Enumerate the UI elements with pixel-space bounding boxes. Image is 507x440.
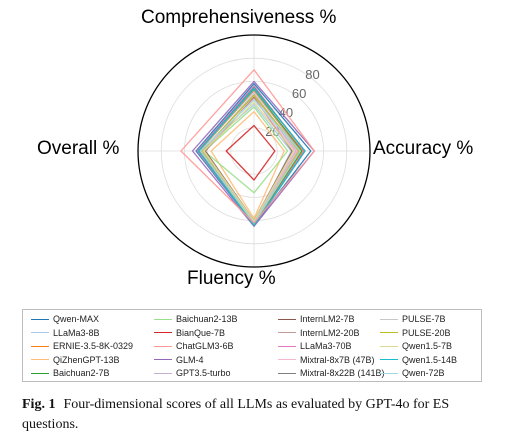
legend-label: Mixtral-8x22B (141B) <box>300 368 385 378</box>
legend-swatch <box>31 332 49 333</box>
axis-title-accuracy: Accuracy % <box>373 138 474 159</box>
legend-label: BianQue-7B <box>176 327 226 338</box>
legend-label: ChatGLM3-6B <box>176 341 234 351</box>
legend-swatch <box>154 318 172 320</box>
legend-swatch <box>154 359 172 360</box>
legend-item: InternLM2-7B <box>278 313 355 325</box>
legend-label: InternLM2-20B <box>300 327 360 338</box>
legend-label: Qwen-MAX <box>53 314 100 324</box>
legend-item: GPT3.5-turbo <box>154 367 231 379</box>
series-line-qizhengpt-13b <box>210 110 285 219</box>
legend-item: Qwen-72B <box>380 367 445 379</box>
radial-tick-label-80: 80 <box>305 67 319 82</box>
legend-swatch <box>278 372 296 374</box>
legend-label: PULSE-7B <box>402 314 446 324</box>
outer-ring <box>137 34 371 268</box>
legend-swatch <box>380 359 398 360</box>
legend-label: ERNIE-3.5-8K-0329 <box>53 341 134 351</box>
series-line-unlabeled-20 <box>180 69 315 224</box>
legend-swatch <box>31 372 49 374</box>
legend-item: Qwen1.5-7B <box>380 340 452 352</box>
legend-swatch <box>380 372 398 374</box>
legend-swatch <box>154 345 172 347</box>
series-line-baichuan2-13b <box>203 106 289 194</box>
legend-swatch <box>278 359 296 360</box>
legend-item: Mixtral-8x22B (141B) <box>278 367 385 379</box>
figure-caption: Fig. 1 Four-dimensional scores of all LLM… <box>22 395 492 435</box>
radial-tick-label-60: 60 <box>292 86 306 101</box>
legend-swatch <box>31 318 49 320</box>
legend-swatch <box>154 372 172 374</box>
legend-item: GLM-4 <box>154 354 204 366</box>
legend-item: BianQue-7B <box>154 327 225 339</box>
legend-item: PULSE-7B <box>380 313 446 325</box>
legend-item: Mixtral-8x7B (47B) <box>278 354 375 366</box>
legend-swatch <box>278 345 296 347</box>
series-line-qwen1-5-14b <box>197 87 306 226</box>
caption-text: Four-dimensional scores of all LLMs as e… <box>22 397 450 432</box>
legend-swatch <box>278 318 296 320</box>
legend-swatch <box>380 332 398 333</box>
legend-label: Qwen1.5-14B <box>402 354 458 365</box>
legend-label: InternLM2-7B <box>300 314 355 324</box>
legend-item: ChatGLM3-6B <box>154 340 234 352</box>
legend-label: GPT3.5-turbo <box>176 368 231 378</box>
axis-title-fluency: Fluency % <box>187 268 276 289</box>
axis-title-comprehensiveness: Comprehensiveness % <box>141 7 337 28</box>
legend-label: LLaMa3-70B <box>300 341 352 351</box>
legend-item: LLaMa3-8B <box>31 327 100 339</box>
series-line-glm-4 <box>191 80 315 228</box>
legend-swatch <box>278 332 296 333</box>
legend-item: Qwen1.5-14B <box>380 354 457 366</box>
legend-swatch <box>31 345 49 347</box>
legend-label: Baichuan2-13B <box>176 314 238 324</box>
legend-item: ERNIE-3.5-8K-0329 <box>31 340 133 352</box>
legend-label: GLM-4 <box>176 354 204 365</box>
legend-item: LLaMa3-70B <box>278 340 352 352</box>
legend-item: QiZhenGPT-13B <box>31 354 120 366</box>
chart-legend: Qwen-MAX LLaMa3-8B ERNIE-3.5-8K-0329 QiZhen… <box>22 309 482 382</box>
legend-label: Baichuan2-7B <box>53 368 110 378</box>
legend-label: Qwen1.5-7B <box>402 341 453 351</box>
legend-item: Baichuan2-13B <box>154 313 238 325</box>
series-line-bianque-7b <box>225 124 276 181</box>
legend-label: PULSE-20B <box>402 327 451 338</box>
legend-item: PULSE-20B <box>380 327 451 339</box>
legend-label: Mixtral-8x7B (47B) <box>300 354 375 365</box>
legend-swatch <box>380 318 398 320</box>
legend-item: InternLM2-20B <box>278 327 360 339</box>
legend-label: LLaMa3-8B <box>53 327 100 338</box>
axis-title-overall: Overall % <box>37 138 120 159</box>
legend-label: QiZhenGPT-13B <box>53 354 120 365</box>
legend-swatch <box>380 345 398 347</box>
caption-label: Fig. 1 <box>22 397 56 412</box>
legend-item: Qwen-MAX <box>31 313 99 325</box>
legend-swatch <box>31 359 49 360</box>
legend-label: Qwen-72B <box>402 368 445 378</box>
legend-swatch <box>154 332 172 333</box>
series-line-qwen1-5-7b <box>203 101 295 222</box>
legend-item: Baichuan2-7B <box>31 367 110 379</box>
